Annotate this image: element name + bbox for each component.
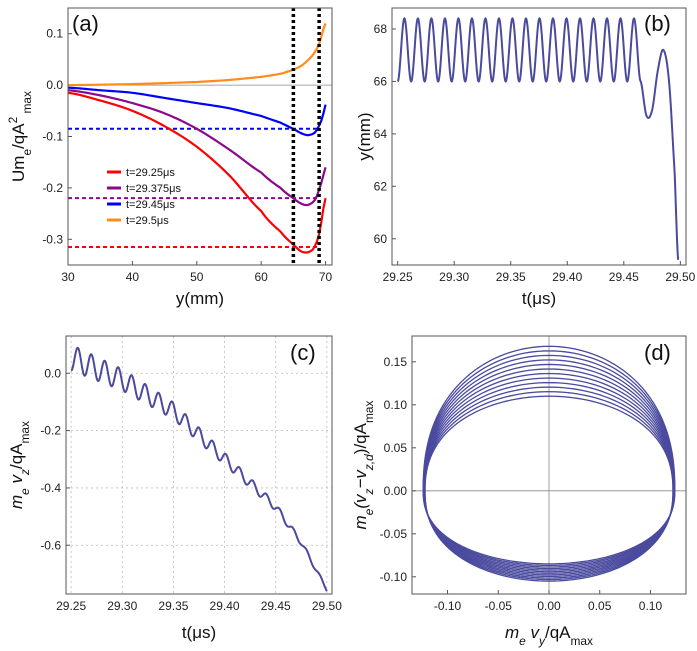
- panel-a-ytick-label: 0.0: [46, 78, 63, 92]
- panel-a-frame: [67, 7, 333, 266]
- panel-d-ytick-label: 0.00: [384, 484, 408, 498]
- panel-c-label: (c): [290, 340, 316, 365]
- panel-b-ylabel: y(mm): [355, 112, 374, 160]
- panel-a-ylabel: Ume/qA2 max: [6, 91, 34, 182]
- panel-c-xlabel: t(μs): [182, 623, 216, 642]
- panel-d-ylabel-part: (v: [351, 493, 370, 509]
- panel-a-xtick-label: 50: [190, 270, 204, 284]
- panel-c-ylabel: me vz/qAmax: [7, 421, 32, 509]
- panel-c-xtick-label: 29.35: [158, 599, 188, 613]
- panel-d-ytick-label: -0.05: [380, 527, 408, 541]
- panel-d-ylabel: me(vz−vz,d)/qAmax: [351, 401, 376, 530]
- panel-b: 29.25 29.30 29.35 29.40 29.45 29.50 60 62 64 66 68…: [355, 11, 696, 308]
- panel-c-xtick-label: 29.45: [261, 599, 291, 613]
- panel-a-ytick-label: -0.1: [42, 130, 63, 144]
- panel-c-ylabel-part: z: [18, 469, 32, 476]
- panel-a-label: (a): [72, 11, 99, 36]
- panel-d-ylabel-part: )/qA: [351, 422, 370, 454]
- panel-c-ylabel-part: v: [7, 473, 26, 488]
- panel-d-ytick-label: -0.10: [380, 570, 408, 584]
- panel-c-ylabel-part: m: [7, 495, 26, 509]
- panel-a-series-line: [67, 86, 327, 137]
- panel-d-ylabel-part: e: [362, 508, 376, 515]
- panel-d-xtick-label: 0.05: [588, 599, 612, 613]
- panel-a-ylabel-part: /qA: [9, 123, 28, 149]
- panel-c-xtick-label: 29.25: [56, 599, 86, 613]
- panel-c-ytick-label: -0.4: [40, 481, 61, 495]
- panel-d-frame: [411, 335, 687, 595]
- panel-a-series-line: [67, 89, 327, 207]
- panel-a-ytick-label: 0.1: [46, 27, 63, 41]
- panel-d-label: (d): [644, 340, 671, 365]
- panel-d-orbit-loop: [422, 345, 676, 565]
- panel-a-series-line: [67, 23, 327, 87]
- panel-a-ylabel-part: Um: [9, 156, 28, 182]
- panel-c-xtick-label: 29.50: [312, 599, 342, 613]
- panel-c-ylabel-part: e: [18, 488, 32, 495]
- panel-c-xtick-label: 29.30: [107, 599, 137, 613]
- panel-b-trajectory: [396, 17, 680, 260]
- panel-c-ylabel-part: /qA: [7, 443, 26, 469]
- panel-b-xtick-label: 29.25: [383, 270, 413, 284]
- panel-a-xlabel: y(mm): [176, 289, 224, 308]
- panel-d: -0.10 -0.05 0.00 0.05 0.10 0.15 0.10 0.05 0.00 -0…: [351, 336, 686, 648]
- panel-d-xlabel-part: /qA: [545, 623, 571, 642]
- panel-b-xtick-label: 29.30: [439, 270, 469, 284]
- panel-d-ylabel-part: m: [351, 515, 370, 529]
- panel-b-ytick-label: 66: [374, 74, 388, 88]
- panel-d-xlabel-part: e: [519, 634, 526, 648]
- panel-a-legend-entry: t=29.375μs: [126, 183, 181, 195]
- panel-c-ytick-label: -0.2: [40, 424, 61, 438]
- panel-a-legend-entry: t=29.25μs: [126, 167, 175, 179]
- panel-b-ytick-label: 60: [374, 232, 388, 246]
- panel-c-ylabel-part: max: [18, 421, 32, 444]
- panel-c-xtick-label: 29.40: [210, 599, 240, 613]
- panel-a: 30 40 50 60 70 0.1 0.0 -0.1 -0.2 -0.3 t=29.25μs t=2…: [6, 8, 333, 308]
- panel-a-ylabel-part: max: [20, 91, 34, 117]
- panel-c-velocity-line: [70, 346, 328, 592]
- panel-d-xtick-label: -0.05: [485, 599, 513, 613]
- panel-a-ylabel-part: 2: [6, 116, 20, 123]
- panel-a-xtick-label: 60: [254, 270, 268, 284]
- panel-a-legend-entry: t=29.45μs: [126, 199, 175, 211]
- panel-c-ytick-label: -0.6: [40, 538, 61, 552]
- panel-c: 29.25 29.30 29.35 29.40 29.45 29.50 0.0 -0.2 -0.…: [7, 336, 342, 642]
- panel-d-xlabel-part: v: [526, 623, 541, 642]
- panel-d-ytick-label: 0.05: [384, 441, 408, 455]
- panel-a-ytick-label: -0.2: [42, 181, 63, 195]
- panel-d-xlabel-part: m: [505, 623, 519, 642]
- panel-d-ytick-label: 0.15: [384, 355, 408, 369]
- panel-b-xtick-label: 29.40: [552, 270, 582, 284]
- panel-d-ylabel-part: z,d: [362, 454, 376, 471]
- panel-a-xtick-label: 70: [319, 270, 333, 284]
- panel-d-xlabel: me vy/qAmax: [505, 623, 593, 648]
- panel-b-xtick-label: 29.35: [496, 270, 526, 284]
- panel-b-xtick-label: 29.45: [609, 270, 639, 284]
- panel-d-xtick-label: -0.10: [434, 599, 462, 613]
- panel-a-xtick-label: 40: [126, 270, 140, 284]
- panel-d-ylabel-part: −v: [351, 469, 370, 489]
- panel-d-xtick-label: 0.00: [537, 599, 561, 613]
- panel-d-xlabel-part: max: [571, 634, 594, 648]
- panel-b-xtick-label: 29.50: [665, 270, 695, 284]
- panel-b-ytick-label: 68: [374, 22, 388, 36]
- panel-c-frame: [65, 335, 333, 595]
- panel-a-ylabel-part: e: [20, 149, 34, 156]
- panel-c-ytick-label: 0.0: [44, 366, 61, 380]
- panel-b-ytick-label: 64: [374, 127, 388, 141]
- panel-d-xtick-label: 0.10: [639, 599, 663, 613]
- panel-a-ytick-label: -0.3: [42, 232, 63, 246]
- panel-b-xlabel: t(μs): [522, 289, 556, 308]
- panel-d-ytick-label: 0.10: [384, 398, 408, 412]
- panel-d-xlabel-part: y: [538, 634, 546, 648]
- panel-d-ylabel-part: z: [362, 488, 376, 495]
- panel-a-xtick-label: 30: [61, 270, 75, 284]
- panel-b-label: (b): [644, 11, 671, 36]
- panel-d-ylabel-part: max: [362, 401, 376, 424]
- panel-b-ytick-label: 62: [374, 179, 388, 193]
- panel-a-legend-entry: t=29.5μs: [126, 215, 169, 227]
- panel-a-series-line: [67, 91, 327, 254]
- panel-b-frame: [391, 7, 687, 266]
